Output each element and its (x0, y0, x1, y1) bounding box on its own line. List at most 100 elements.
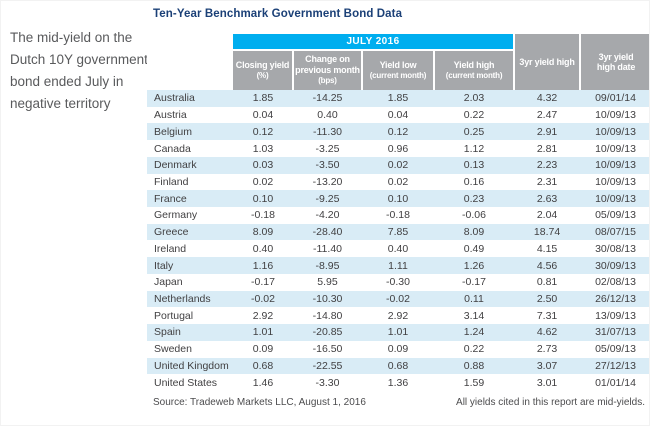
col-header-change-on-previous-month: Change on previous month (bps) (292, 50, 362, 90)
value-cell: 0.09 (387, 343, 409, 356)
value-cell: 2.92 (252, 309, 274, 322)
value-cell: 1.85 (252, 92, 274, 105)
country-cell: Belgium (154, 125, 192, 138)
value-cell: -14.80 (312, 309, 343, 322)
period-header: JULY 2016 (233, 34, 515, 51)
value-cell: 1.12 (463, 142, 485, 155)
value-cell: -8.95 (315, 259, 340, 272)
value-cell: 31/07/13 (595, 326, 636, 339)
value-cell: 08/07/15 (595, 226, 636, 239)
value-cell: 2.92 (387, 309, 409, 322)
col-header-3yr-yield-high: 3yr yield high (513, 34, 581, 90)
country-cell: Germany (154, 209, 198, 222)
value-cell: -0.02 (251, 292, 275, 305)
value-cell: 1.59 (463, 376, 485, 389)
value-cell: 13/09/13 (595, 309, 636, 322)
table-row: Denmark 0.03 -3.50 0.02 0.13 2.23 10/09/13 (147, 156, 649, 174)
table-row: Japan -0.17 5.95 -0.30 -0.17 0.81 02/08/13 (147, 274, 649, 291)
value-cell: 2.81 (536, 142, 558, 155)
value-cell: 0.13 (463, 159, 485, 172)
value-cell: 2.63 (536, 192, 558, 205)
value-cell: -0.18 (386, 209, 410, 222)
value-cell: 0.12 (252, 125, 274, 138)
table-row: Sweden 0.09 -16.50 0.09 0.22 2.73 05/09/13 (147, 341, 649, 358)
value-cell: 30/08/13 (595, 242, 636, 255)
value-cell: -0.17 (462, 276, 486, 289)
value-cell: 2.23 (536, 159, 558, 172)
value-cell: 10/09/13 (595, 175, 636, 188)
value-cell: -11.40 (313, 242, 342, 255)
value-cell: 0.40 (252, 242, 274, 255)
value-cell: -10.30 (312, 292, 343, 305)
value-cell: 4.56 (536, 259, 558, 272)
value-cell: 1.24 (463, 326, 485, 339)
value-cell: 1.36 (387, 376, 409, 389)
value-cell: 0.11 (464, 292, 484, 305)
value-cell: 0.22 (463, 343, 485, 356)
country-cell: United States (154, 376, 218, 389)
value-cell: 1.85 (387, 92, 409, 105)
col-header-closing-yield: Closing yield (%) (233, 50, 293, 90)
value-cell: 0.16 (463, 175, 485, 188)
col-header-sublabel: (current month) (369, 71, 427, 80)
col-header-label: 3yr yield high date (596, 51, 636, 73)
value-cell: 2.73 (536, 343, 558, 356)
value-cell: 1.03 (252, 142, 274, 155)
value-cell: 8.09 (463, 226, 485, 239)
period-header-row: JULY 2016 3yr yield high 3yr yield high … (147, 34, 649, 90)
value-cell: 0.04 (252, 109, 274, 122)
value-cell: 0.88 (463, 359, 485, 372)
value-cell: 1.01 (387, 326, 409, 339)
value-cell: 4.15 (536, 242, 558, 255)
table-row: Greece 8.09 -28.40 7.85 8.09 18.74 08/07/15 (147, 223, 649, 241)
country-cell: Australia (154, 92, 195, 105)
value-cell: 10/09/13 (595, 159, 636, 172)
value-cell: 2.91 (536, 125, 558, 138)
value-cell: 09/01/14 (595, 92, 636, 105)
value-cell: 26/12/13 (595, 292, 636, 305)
table-row: Australia 1.85 -14.25 1.85 2.03 4.32 09/01/14 (147, 90, 649, 107)
value-cell: 0.81 (536, 276, 558, 289)
commentary-text: The mid-yield on the Dutch 10Y governmen… (10, 30, 148, 111)
country-cell: Sweden (154, 343, 192, 356)
country-cell: Canada (154, 142, 191, 155)
table-header: JULY 2016 3yr yield high 3yr yield high … (147, 34, 649, 90)
country-cell: Denmark (154, 159, 197, 172)
value-cell: -0.30 (386, 276, 410, 289)
col-header-3yr-yield-high-date: 3yr yield high date (579, 34, 649, 90)
table-row: Portugal 2.92 -14.80 2.92 3.14 7.31 13/09/13 (147, 307, 649, 324)
table-body: Australia 1.85 -14.25 1.85 2.03 4.32 09/01/14 A… (147, 90, 649, 391)
value-cell: 5.95 (317, 276, 338, 289)
value-cell: 0.04 (387, 109, 409, 122)
value-cell: 27/12/13 (595, 359, 636, 372)
table-row: Canada 1.03 -3.25 0.96 1.12 2.81 10/09/13 (147, 140, 649, 157)
table-row: Ireland 0.40 -11.40 0.40 0.49 4.15 30/08/13 (147, 240, 649, 257)
value-cell: 2.03 (463, 92, 485, 105)
col-header-label: Yield low (379, 59, 417, 70)
value-cell: 2.04 (536, 209, 558, 222)
value-cell: 30/09/13 (595, 259, 636, 272)
value-cell: 0.03 (252, 159, 274, 172)
value-cell: -0.06 (462, 209, 486, 222)
value-cell: 01/01/14 (595, 376, 636, 389)
source-note: Source: Tradeweb Markets LLC, August 1, … (153, 397, 366, 408)
value-cell: 1.26 (463, 259, 485, 272)
country-cell: France (154, 192, 187, 205)
value-cell: 0.22 (463, 109, 485, 122)
value-cell: -4.20 (315, 209, 340, 222)
value-cell: 0.23 (463, 192, 485, 205)
value-cell: 7.85 (387, 226, 409, 239)
value-cell: 0.12 (387, 125, 409, 138)
value-cell: -0.02 (386, 292, 410, 305)
value-cell: -13.20 (312, 175, 343, 188)
col-header-sublabel: (bps) (318, 76, 337, 86)
value-cell: -0.18 (251, 209, 275, 222)
value-cell: 4.32 (536, 92, 558, 105)
value-cell: 0.09 (252, 343, 274, 356)
bond-data-table: JULY 2016 3yr yield high 3yr yield high … (147, 34, 649, 391)
col-header-yield-high: Yield high (current month) (432, 50, 515, 90)
value-cell: -14.25 (312, 92, 343, 105)
value-cell: 0.25 (463, 125, 485, 138)
value-cell: -3.30 (315, 376, 340, 389)
